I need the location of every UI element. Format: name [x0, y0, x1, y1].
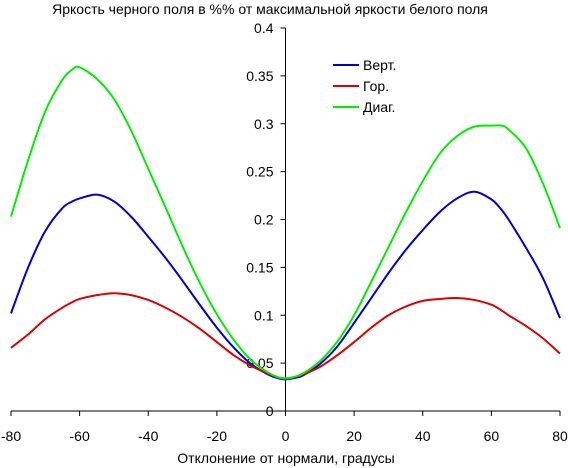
axes: -80 -60 -40 -20 0 20 40 60 8000.050.10.150.20.25…	[1, 20, 568, 444]
x-tick-label: -60	[70, 428, 90, 444]
y-tick-label: 0.4	[254, 20, 274, 36]
y-tick-label: 0.35	[246, 68, 273, 84]
x-tick-label: 40	[415, 428, 431, 444]
legend-label-гор: Гор.	[363, 78, 389, 94]
x-tick-label: 0	[282, 428, 290, 444]
legend-label-диаг: Диаг.	[363, 99, 395, 115]
legend-label-верт: Верт.	[363, 57, 396, 73]
x-tick-label: 20	[346, 428, 362, 444]
x-tick-label: -40	[138, 428, 158, 444]
chart-title: Яркость черного поля в %% от максимально…	[52, 1, 488, 17]
x-tick-label: -80	[1, 428, 21, 444]
y-tick-label: 0.15	[246, 259, 273, 275]
x-tick-label: 60	[484, 428, 500, 444]
x-tick-label: 80	[552, 428, 568, 444]
series-group	[10, 65, 561, 381]
series-line-диаг	[10, 65, 561, 380]
x-tick-label: -20	[207, 428, 227, 444]
y-tick-label: 0	[266, 403, 274, 419]
x-axis-title: Отклонение от нормали, градусы	[177, 450, 394, 466]
legend: Верт. Гор. Диаг.	[333, 57, 396, 115]
y-tick-label: 0.1	[254, 307, 274, 323]
y-tick-label: 0.3	[254, 116, 274, 132]
y-tick-label: 0.25	[246, 164, 273, 180]
y-tick-label: 0.2	[254, 212, 274, 228]
